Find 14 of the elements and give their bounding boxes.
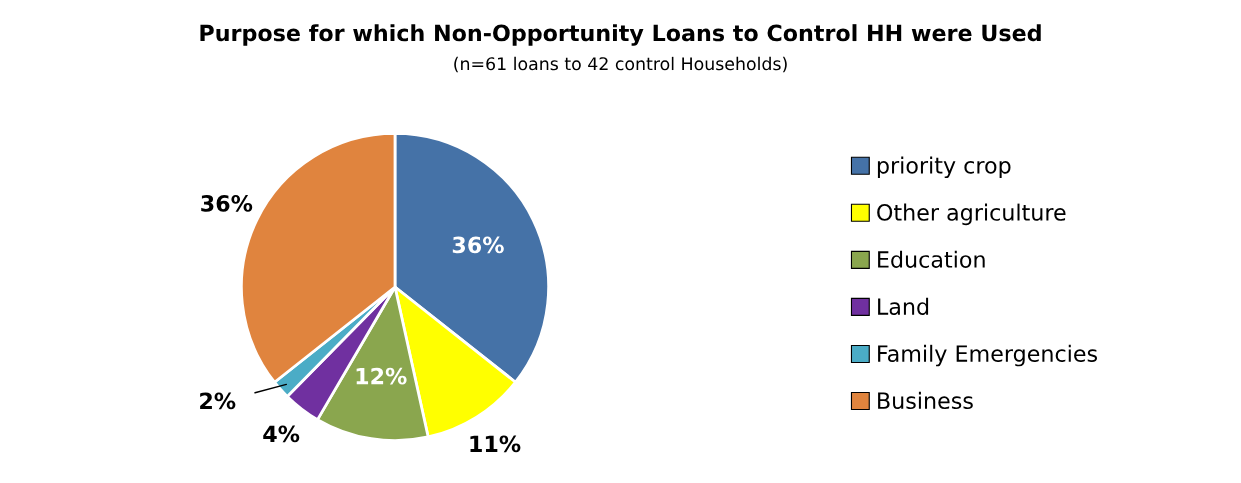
legend-label: Other agriculture (877, 203, 1066, 226)
legend-label: Education (878, 250, 985, 268)
legend-label: Business (878, 391, 973, 410)
data-label: 12% (356, 367, 407, 385)
data-label: 4% (263, 425, 300, 443)
legend-label: priority crop (877, 156, 1011, 179)
chart-subtitle: (n=61 loans to 42 control Households) (454, 56, 787, 73)
chart-title: Purpose for which Non-Opportunity Loans to Control HH were Used (200, 24, 1041, 46)
legend-label: Land (878, 297, 929, 315)
data-label: 36% (201, 194, 253, 212)
data-label: 2% (200, 392, 236, 410)
data-label: 36% (452, 236, 504, 254)
data-label: 11% (470, 435, 521, 453)
legend-label: Family Emergencies (878, 344, 1098, 367)
